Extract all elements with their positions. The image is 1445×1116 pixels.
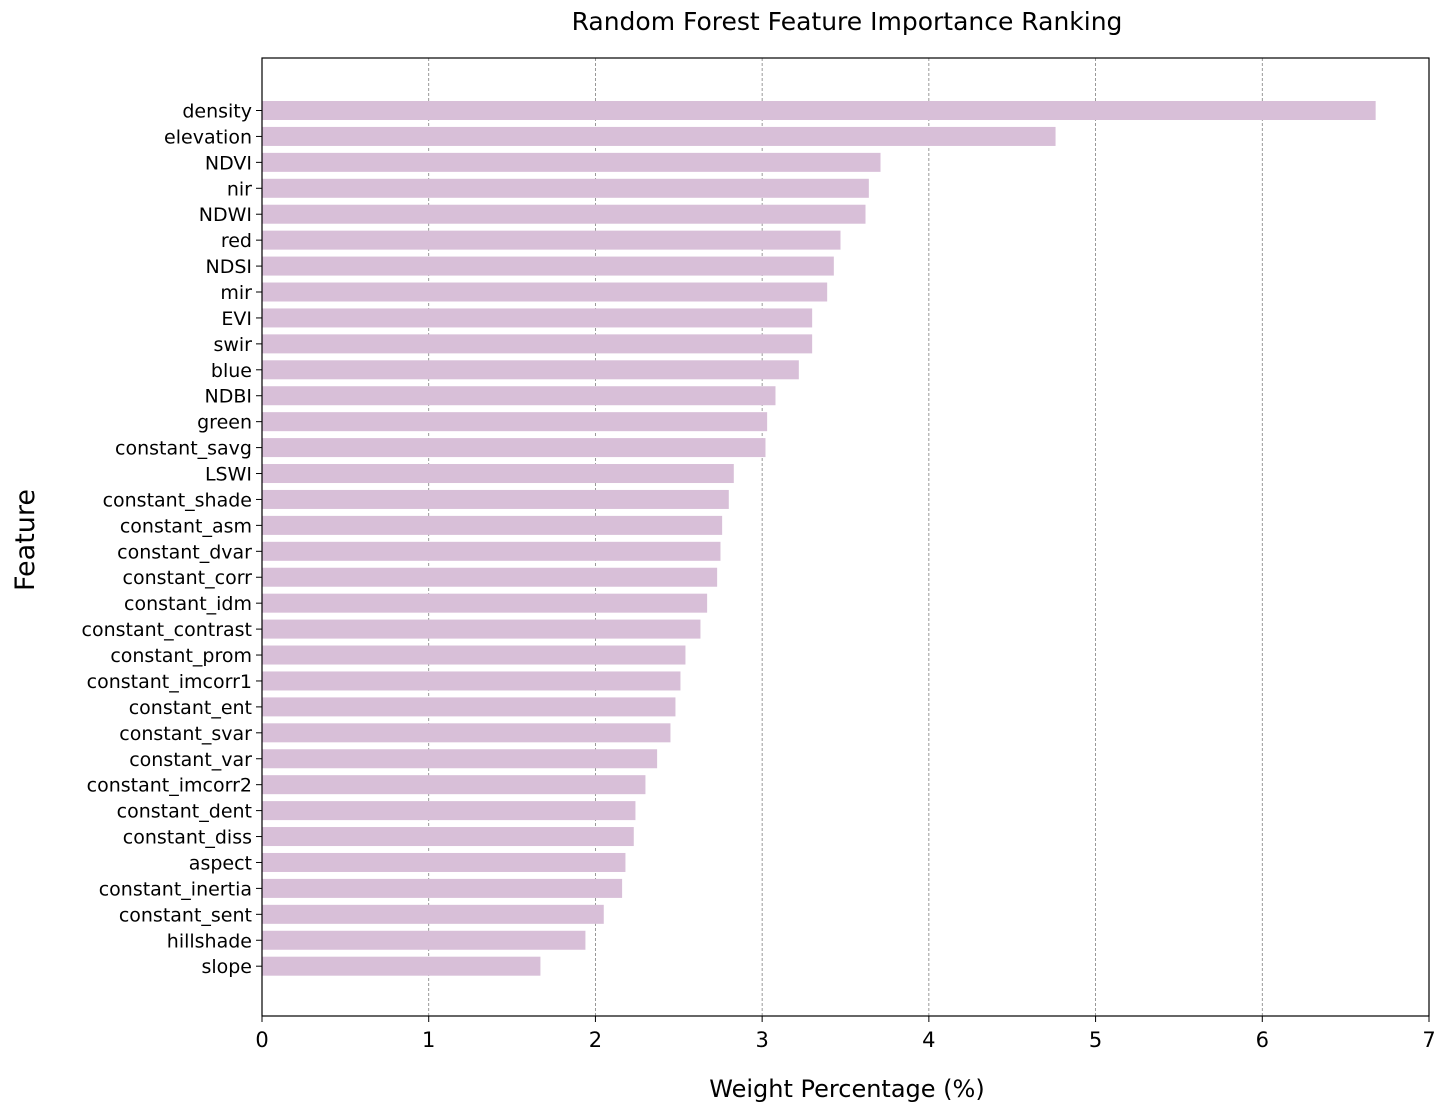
- bar-constant-imcorr1: [262, 671, 681, 691]
- y-tick-label: NDBI: [205, 386, 252, 408]
- x-tick-label: 2: [589, 1028, 602, 1052]
- bar-constant-ent: [262, 697, 676, 717]
- bar-constant-idm: [262, 593, 708, 613]
- y-tick-label: constant_svar: [119, 723, 252, 745]
- bar-constant-savg: [262, 438, 766, 458]
- bar-ndbi: [262, 386, 776, 406]
- x-tick-labels: 0 1 2 3 4 5 6 7: [255, 1016, 1436, 1052]
- bar-lswi: [262, 464, 734, 484]
- grid-lines: [428, 58, 1430, 1016]
- y-tick-label: constant_contrast: [82, 619, 252, 641]
- chart-title: Random Forest Feature Importance Ranking: [572, 7, 1123, 36]
- bar-constant-imcorr2: [262, 775, 646, 795]
- y-tick-label: aspect: [189, 852, 252, 874]
- y-tick-label: density: [182, 101, 252, 123]
- y-tick-label: constant_imcorr1: [87, 671, 252, 693]
- bar-constant-diss: [262, 827, 634, 847]
- bar-hillshade: [262, 930, 586, 950]
- bar-constant-corr: [262, 567, 718, 587]
- y-tick-label: hillshade: [167, 930, 252, 952]
- x-tick-label: 1: [422, 1028, 435, 1052]
- y-tick-label: constant_shade: [103, 489, 252, 511]
- x-tick-label: 3: [755, 1028, 768, 1052]
- y-tick-label: constant_dent: [117, 801, 252, 823]
- x-tick-label: 5: [1089, 1028, 1102, 1052]
- y-tick-label: NDVI: [205, 152, 252, 174]
- y-tick-label: red: [221, 230, 252, 252]
- bar-constant-svar: [262, 723, 671, 743]
- bar-constant-sent: [262, 904, 604, 924]
- bar-ndsi: [262, 256, 834, 276]
- bar-aspect: [262, 852, 626, 872]
- bar-blue: [262, 360, 799, 380]
- x-tick-label: 7: [1422, 1028, 1435, 1052]
- y-tick-label: nir: [227, 178, 252, 200]
- y-axis-label: Feature: [10, 489, 41, 591]
- x-tick-label: 4: [922, 1028, 935, 1052]
- bar-elevation: [262, 126, 1056, 146]
- y-tick-label: constant_imcorr2: [87, 775, 252, 797]
- y-tick-label: constant_inertia: [99, 878, 252, 900]
- bar-green: [262, 412, 768, 432]
- y-tick-label: swir: [213, 334, 252, 356]
- y-tick-label: constant_sent: [119, 904, 252, 926]
- bar-constant-asm: [262, 515, 723, 535]
- y-tick-label: constant_dvar: [117, 541, 252, 563]
- bar-ndvi: [262, 152, 881, 172]
- y-tick-label: EVI: [221, 308, 252, 330]
- y-tick-label: slope: [201, 956, 252, 978]
- bar-constant-contrast: [262, 619, 701, 639]
- bar-constant-var: [262, 749, 658, 769]
- x-tick-label: 6: [1256, 1028, 1269, 1052]
- y-tick-label: constant_var: [129, 749, 252, 771]
- y-tick-label: constant_savg: [115, 438, 252, 460]
- plot-frame: [261, 57, 1430, 1017]
- y-tick-label: NDSI: [205, 256, 252, 278]
- x-axis-label: Weight Percentage (%): [709, 1075, 984, 1103]
- bar-constant-inertia: [262, 878, 623, 898]
- y-tick-label: mir: [220, 282, 252, 304]
- x-tick-label: 0: [255, 1028, 268, 1052]
- bar-red: [262, 230, 841, 250]
- bar-density: [262, 101, 1376, 120]
- y-tick-label: constant_prom: [110, 645, 252, 667]
- bar-constant-prom: [262, 645, 686, 665]
- bar-constant-dent: [262, 801, 636, 821]
- bar-ndwi: [262, 204, 866, 224]
- y-tick-label: LSWI: [205, 464, 252, 486]
- y-tick-label: NDWI: [199, 204, 252, 226]
- y-tick-label: constant_diss: [123, 827, 252, 849]
- bar-slope: [262, 956, 541, 976]
- y-tick-label: constant_corr: [123, 567, 253, 589]
- y-tick-label: elevation: [164, 126, 252, 148]
- bar-constant-dvar: [262, 541, 721, 561]
- bar-nir: [262, 178, 869, 198]
- bar-swir: [262, 334, 813, 354]
- bar-constant-shade: [262, 489, 729, 509]
- y-tick-label: constant_asm: [120, 515, 252, 537]
- y-tick-labels: density elevation NDVI nir NDWI red NDSI mir EVI…: [82, 101, 262, 978]
- y-tick-label: constant_ent: [129, 697, 252, 719]
- y-tick-label: blue: [211, 360, 252, 382]
- bar-mir: [262, 282, 828, 302]
- bars: [262, 101, 1376, 976]
- bar-evi: [262, 308, 813, 328]
- y-tick-label: constant_idm: [124, 593, 252, 615]
- y-tick-label: green: [197, 412, 252, 434]
